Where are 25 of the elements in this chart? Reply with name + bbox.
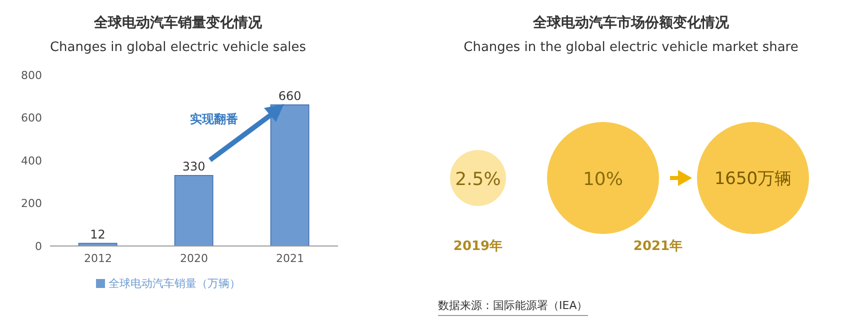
chart-subtitle: Changes in global electric vehicle sales	[48, 40, 308, 55]
text: Changes in the global electric vehicle market share	[462, 40, 800, 55]
x-tick-label: 2020	[180, 252, 208, 265]
y-tick-label: 600	[21, 112, 42, 125]
text: 1650万辆	[714, 169, 792, 189]
data-label: 10%	[582, 169, 624, 190]
x-tick-label: 2012	[84, 252, 112, 265]
legend-label: 全球电动汽车销量（万辆）	[108, 277, 240, 290]
y-tick-label: 200	[21, 197, 42, 210]
chart-title: 全球电动汽车销量变化情况	[93, 14, 263, 32]
data-label: 330	[182, 159, 206, 174]
text: 全球电动汽车市场份额变化情况	[532, 14, 730, 32]
data-label: 2.5%	[455, 169, 501, 190]
data-label: 660	[278, 88, 302, 103]
annotation: 实现翻番	[190, 111, 238, 128]
category-label: 2021年	[633, 239, 683, 254]
x-tick-label: 2021	[276, 252, 304, 265]
y-tick-label: 0	[35, 240, 42, 253]
y-tick-label: 400	[21, 154, 42, 168]
source-note: 数据来源：国际能源署（IEA）	[438, 298, 588, 316]
data-label: 12	[90, 227, 106, 242]
bar	[174, 174, 214, 246]
y-tick-label: 800	[21, 68, 42, 82]
bar	[270, 104, 310, 246]
category-label: 2019年	[453, 239, 503, 254]
